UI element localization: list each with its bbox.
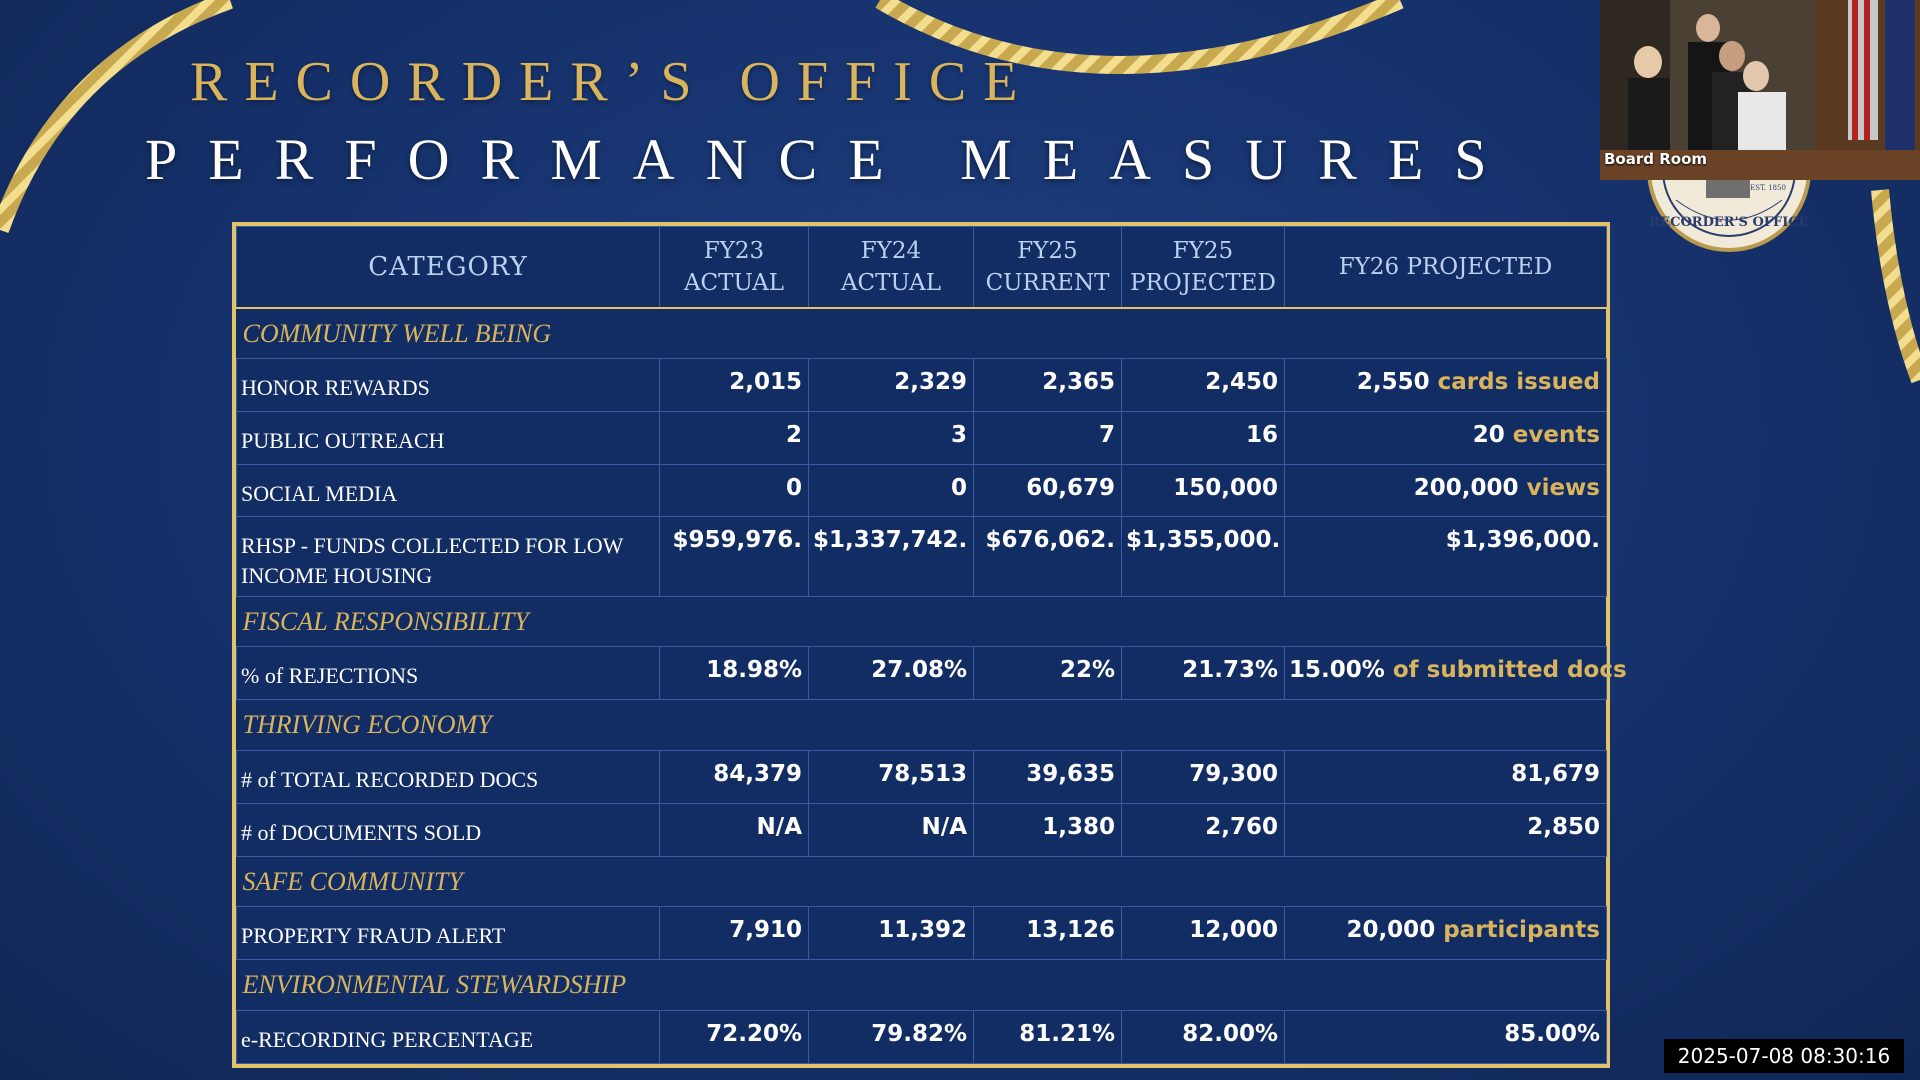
table-header-row: CATEGORY FY23 ACTUAL FY24 ACTUAL FY25 CURRE… (236, 225, 1607, 309)
header-category: CATEGORY (236, 225, 660, 309)
cell-fy26: 200,000 views (1284, 463, 1607, 518)
cell-fy25-current: 2,365 (973, 358, 1122, 412)
cell-fy23: 2 (659, 410, 809, 465)
camera-scene-image (1600, 0, 1920, 180)
header-fy26-projected: FY26 PROJECTED (1284, 225, 1607, 309)
cell-fy25-projected: 2,760 (1121, 802, 1285, 857)
unit-label: events (1512, 421, 1600, 448)
row-label: # of DOCUMENTS SOLD (236, 802, 660, 857)
cell-fy26: 15.00% of submitted docs (1284, 646, 1627, 701)
cell-fy25-projected: 12,000 (1121, 906, 1285, 961)
cell-fy25-projected: 82.00% (1121, 1010, 1285, 1064)
row-label: RHSP - FUNDS COLLECTED FOR LOW INCOME HO… (236, 516, 660, 597)
cell-fy23: 84,379 (659, 750, 809, 804)
header-fy24-actual: FY24 ACTUAL (808, 225, 974, 309)
section-title: THRIVING ECONOMY (236, 699, 1607, 752)
cell-fy24: 11,392 (808, 906, 974, 961)
cell-fy25-current: 13,126 (973, 906, 1122, 961)
cell-fy24: 27.08% (808, 646, 974, 701)
cell-fy26: $1,396,000. (1284, 516, 1607, 597)
header-fy25-projected: FY25 PROJECTED (1121, 225, 1285, 309)
cell-fy25-current: $676,062. (973, 516, 1122, 597)
table-row: e-RECORDING PERCENTAGE 72.20% 79.82% 81.… (236, 1010, 1607, 1064)
cell-fy26: 2,850 (1284, 802, 1607, 857)
cell-fy25-current: 7 (973, 410, 1122, 465)
table-row: # of DOCUMENTS SOLD N/A N/A 1,380 2,760 … (236, 802, 1607, 857)
camera-label: Board Room (1604, 150, 1708, 168)
cell-fy24: 0 (808, 463, 974, 518)
slide-title-office: RECORDER’S OFFICE (190, 51, 1035, 113)
cell-fy25-projected: $1,355,000. (1121, 516, 1285, 597)
cell-fy26: 2,550 cards issued (1284, 358, 1607, 412)
cell-fy24: 78,513 (808, 750, 974, 804)
svg-text:EST. 1850: EST. 1850 (1750, 184, 1786, 192)
table-row: % of REJECTIONS 18.98% 27.08% 22% 21.73%… (236, 646, 1627, 701)
header-fy23-actual: FY23 ACTUAL (659, 225, 809, 309)
svg-text:RECORDER'S OFFICE: RECORDER'S OFFICE (1649, 215, 1808, 230)
section-row: THRIVING ECONOMY (236, 699, 1607, 752)
unit-label: of submitted docs (1392, 657, 1627, 684)
video-timestamp: 2025-07-08 08:30:16 (1664, 1039, 1904, 1073)
cell-fy23: 18.98% (659, 646, 809, 701)
unit-label: cards issued (1437, 369, 1600, 396)
table-row: PROPERTY FRAUD ALERT 7,910 11,392 13,126… (236, 906, 1607, 961)
cell-fy24: $1,337,742. (808, 516, 974, 597)
cell-fy23: 7,910 (659, 906, 809, 961)
table-row: HONOR REWARDS 2,015 2,329 2,365 2,450 2,… (236, 358, 1607, 412)
cell-fy23: 72.20% (659, 1010, 809, 1064)
cell-fy24: N/A (808, 802, 974, 857)
cell-fy24: 2,329 (808, 358, 974, 412)
row-label: PUBLIC OUTREACH (236, 410, 660, 465)
slide-title-measures: PERFORMANCE MEASURES (145, 127, 1518, 192)
section-row: ENVIRONMENTAL STEWARDSHIP (236, 959, 1607, 1012)
cell-fy25-current: 60,679 (973, 463, 1122, 518)
table-row: RHSP - FUNDS COLLECTED FOR LOW INCOME HO… (236, 516, 1607, 597)
table-row: SOCIAL MEDIA 0 0 60,679 150,000 200,000 … (236, 463, 1607, 518)
section-row: SAFE COMMUNITY (236, 855, 1607, 908)
cell-fy26: 85.00% (1284, 1010, 1607, 1064)
row-label: # of TOTAL RECORDED DOCS (236, 750, 660, 804)
row-label: PROPERTY FRAUD ALERT (236, 906, 660, 961)
cell-fy25-current: 81.21% (973, 1010, 1122, 1064)
section-title: COMMUNITY WELL BEING (236, 307, 1607, 360)
unit-label: participants (1443, 917, 1600, 944)
performance-table: CATEGORY FY23 ACTUAL FY24 ACTUAL FY25 CURRE… (232, 222, 1627, 1068)
cell-fy25-current: 39,635 (973, 750, 1122, 804)
camera-feed: Board Room (1600, 0, 1920, 180)
cell-fy23: $959,976. (659, 516, 809, 597)
row-label: e-RECORDING PERCENTAGE (236, 1010, 660, 1064)
cell-fy26: 81,679 (1284, 750, 1607, 804)
cell-fy24: 79.82% (808, 1010, 974, 1064)
cell-fy25-current: 22% (973, 646, 1122, 701)
cell-fy25-projected: 16 (1121, 410, 1285, 465)
cell-fy24: 3 (808, 410, 974, 465)
cell-fy25-projected: 2,450 (1121, 358, 1285, 412)
cell-fy26: 20 events (1284, 410, 1607, 465)
section-row: COMMUNITY WELL BEING (236, 307, 1607, 360)
table-row: # of TOTAL RECORDED DOCS 84,379 78,513 3… (236, 750, 1607, 804)
table-row: PUBLIC OUTREACH 2 3 7 16 20 events (236, 410, 1607, 465)
row-label: HONOR REWARDS (236, 358, 660, 412)
cell-fy23: N/A (659, 802, 809, 857)
row-label: SOCIAL MEDIA (236, 463, 660, 518)
unit-label: views (1526, 474, 1600, 501)
cell-fy23: 2,015 (659, 358, 809, 412)
section-title: FISCAL RESPONSIBILITY (236, 595, 1607, 648)
section-title: SAFE COMMUNITY (236, 855, 1607, 908)
header-fy25-current: FY25 CURRENT (973, 225, 1122, 309)
cell-fy25-projected: 21.73% (1121, 646, 1285, 701)
cell-fy23: 0 (659, 463, 809, 518)
cell-fy26: 20,000 participants (1284, 906, 1607, 961)
section-row: FISCAL RESPONSIBILITY (236, 595, 1607, 648)
section-title: ENVIRONMENTAL STEWARDSHIP (236, 959, 1607, 1012)
cell-fy25-projected: 150,000 (1121, 463, 1285, 518)
cell-fy25-projected: 79,300 (1121, 750, 1285, 804)
row-label: % of REJECTIONS (236, 646, 660, 701)
cell-fy25-current: 1,380 (973, 802, 1122, 857)
